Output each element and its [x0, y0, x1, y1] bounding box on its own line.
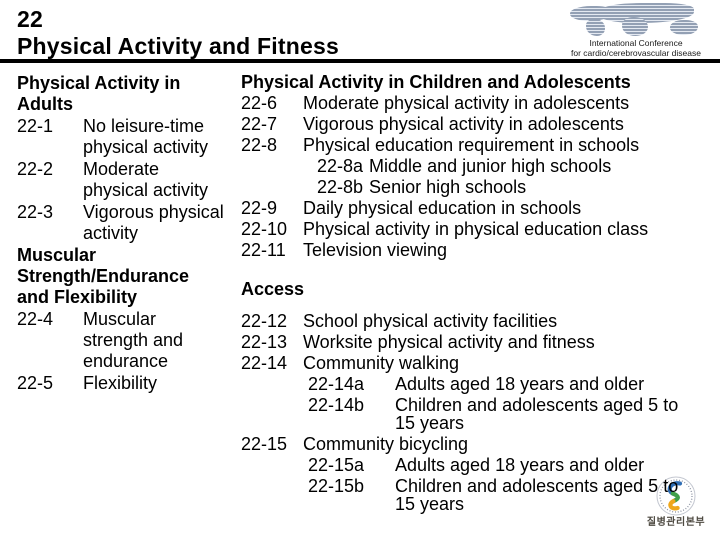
kcdc-logo-text: 질병관리본부 [646, 517, 706, 528]
objective-22-2: 22-2 Moderate physical activity [17, 159, 239, 201]
objective-22-8: 22-8 Physical education requirement in s… [241, 136, 715, 154]
objective-22-15b: 22-15b Children and adolescents aged 5 t… [308, 477, 715, 513]
objective-22-9: 22-9 Daily physical education in schools [241, 199, 715, 217]
objective-22-14b: 22-14b Children and adolescents aged 5 t… [308, 396, 715, 432]
objective-text: Children and adolescents aged 5 to 15 ye… [395, 476, 679, 514]
objective-number: 22-15 [241, 434, 288, 454]
objective-number: 22-12 [241, 311, 288, 331]
objective-number: 22-5 [17, 373, 54, 393]
conference-branding: International Conference for cardio/cere… [560, 3, 712, 58]
objective-text: Children and adolescents aged 5 to 15 ye… [395, 395, 679, 433]
map-blob-north-america [570, 6, 612, 21]
map-blob-south-america [586, 19, 605, 36]
slide-header: 22 Physical Activity and Fitness Interna… [0, 0, 720, 63]
objective-number: 22-15b [308, 476, 365, 496]
objective-text: Daily physical education in schools [303, 198, 582, 218]
objective-number: 22-13 [241, 332, 288, 352]
objective-text: Television viewing [303, 240, 448, 260]
section-heading-children: Physical Activity in Children and Adoles… [241, 72, 631, 92]
objective-22-1: 22-1 No leisure-time physical activity [17, 116, 239, 158]
objective-number: 22-9 [241, 198, 278, 218]
objective-number: 22-7 [241, 114, 278, 134]
conference-subtitle: for cardio/cerebrovascular disease [571, 48, 701, 58]
objective-text: Community bicycling [303, 434, 469, 454]
objective-text: No leisure-time physical activity [83, 116, 209, 157]
objective-number: 22-14 [241, 353, 288, 373]
section-heading-adults: Physical Activity in Adults [17, 73, 181, 114]
objective-22-15a: 22-15a Adults aged 18 years and older [308, 456, 715, 474]
objective-text: School physical activity facilities [303, 311, 558, 331]
objective-22-4: 22-4 Muscular strength and endurance [17, 309, 239, 372]
objective-22-8a: 22-8a Middle and junior high schools [317, 157, 715, 175]
section-heading-muscular: Muscular Strength/Endurance and Flexibil… [17, 245, 190, 307]
objective-number: 22-8 [241, 135, 278, 155]
objective-number: 22-3 [17, 202, 54, 222]
objective-text: Senior high schools [369, 177, 527, 197]
objective-number: 22-2 [17, 159, 54, 179]
objective-number: 22-15a [308, 455, 365, 475]
objective-text: Moderate physical activity [83, 159, 209, 200]
objective-22-8b: 22-8b Senior high schools [317, 178, 715, 196]
objective-text: Community walking [303, 353, 460, 373]
objective-text: Moderate physical activity in adolescent… [303, 93, 630, 113]
world-map-icon [570, 3, 702, 37]
objective-number: 22-10 [241, 219, 288, 239]
objective-number: 22-8b [317, 177, 364, 197]
objective-22-14a: 22-14a Adults aged 18 years and older [308, 375, 715, 393]
left-column: Physical Activity in Adults 22-1 No leis… [17, 73, 239, 395]
kcdc-logo: 질병관리본부 [638, 476, 714, 529]
slide-title: Physical Activity and Fitness [17, 33, 339, 59]
objective-22-6: 22-6 Moderate physical activity in adole… [241, 94, 715, 112]
objective-number: 22-1 [17, 116, 54, 136]
objective-text: Middle and junior high schools [369, 156, 612, 176]
map-blob-africa [622, 17, 648, 36]
objective-text: Adults aged 18 years and older [395, 374, 645, 394]
map-blob-eurasia [598, 3, 694, 23]
objective-22-14: 22-14 Community walking [241, 354, 715, 372]
conference-name: International Conference [589, 38, 683, 48]
objective-22-5: 22-5 Flexibility [17, 373, 239, 394]
kcdc-emblem-icon [656, 476, 696, 516]
objective-number: 22-6 [241, 93, 278, 113]
objective-22-10: 22-10 Physical activity in physical educ… [241, 220, 715, 238]
objective-number: 22-14b [308, 395, 365, 415]
objective-text: Worksite physical activity and fitness [303, 332, 595, 352]
objective-number: 22-8a [317, 156, 364, 176]
objective-text: Muscular strength and endurance [83, 309, 184, 371]
objective-number: 22-14a [308, 374, 365, 394]
objective-text: Physical education requirement in school… [303, 135, 640, 155]
objective-22-7: 22-7 Vigorous physical activity in adole… [241, 115, 715, 133]
objective-22-13: 22-13 Worksite physical activity and fit… [241, 333, 715, 351]
objective-text: Vigorous physical activity in adolescent… [303, 114, 624, 134]
objective-number: 22-4 [17, 309, 54, 329]
right-column: Physical Activity in Children and Adoles… [241, 73, 715, 516]
objective-22-3: 22-3 Vigorous physical activity [17, 202, 239, 244]
objective-22-12: 22-12 School physical activity facilitie… [241, 312, 715, 330]
objective-text: Physical activity in physical education … [303, 219, 649, 239]
objective-22-15: 22-15 Community bicycling [241, 435, 715, 453]
objective-number: 22-11 [241, 240, 286, 260]
objective-22-11: 22-11 Television viewing [241, 241, 715, 259]
objective-text: Adults aged 18 years and older [395, 455, 645, 475]
section-heading-access: Access [241, 279, 305, 299]
objective-text: Vigorous physical activity [83, 202, 224, 243]
map-blob-australia [670, 20, 698, 35]
chapter-number: 22 [17, 6, 43, 32]
objective-text: Flexibility [83, 373, 158, 393]
